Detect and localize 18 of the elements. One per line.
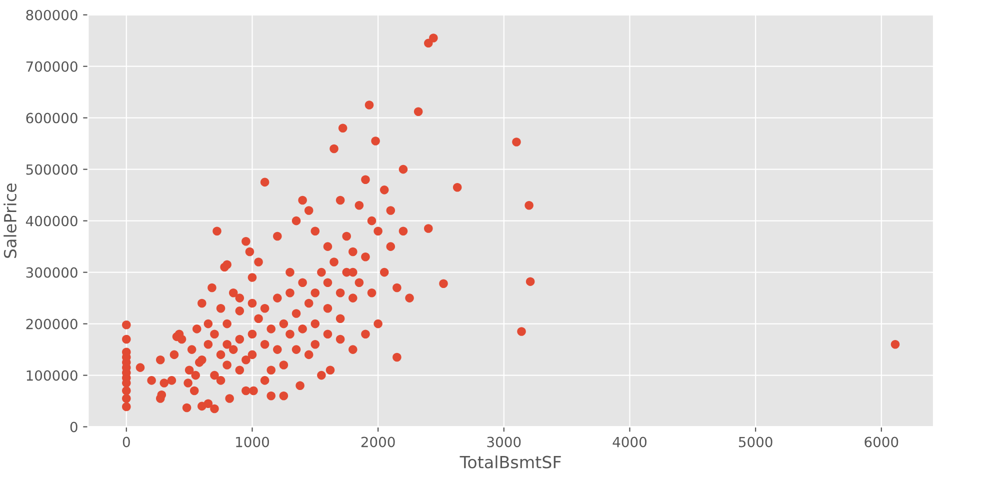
x-tick-label: 1000 (236, 436, 269, 448)
x-tick-label: 2000 (361, 436, 395, 448)
x-axis-title: TotalBsmtSF (460, 456, 561, 468)
y-tick-label: 500000 (26, 164, 78, 175)
x-tick-label: 6000 (864, 436, 898, 448)
y-tick-label: 800000 (26, 10, 78, 20)
y-tick-label: 600000 (26, 112, 78, 124)
y-tick-label: 100000 (26, 370, 78, 381)
y-tick-label: 700000 (26, 61, 78, 72)
x-tick-label: 0 (122, 436, 130, 448)
y-tick-label: 200000 (26, 318, 78, 330)
y-axis-title: SalePrice (4, 184, 16, 258)
y-tick-label: 400000 (26, 216, 78, 226)
y-tick-label: 0 (70, 422, 78, 432)
x-tick-label: 4000 (612, 436, 646, 448)
x-tick-label: 5000 (738, 436, 772, 448)
y-tick-label: 300000 (26, 267, 78, 278)
x-tick-label: 3000 (487, 436, 521, 448)
